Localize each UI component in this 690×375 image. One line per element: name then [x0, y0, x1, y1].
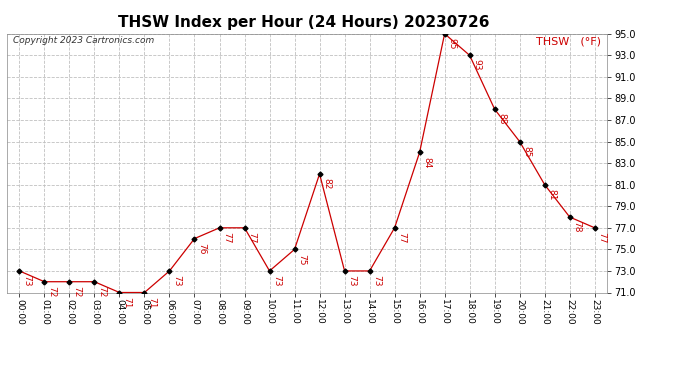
Text: 78: 78 — [572, 221, 581, 233]
Text: 72: 72 — [47, 286, 56, 297]
Text: 77: 77 — [247, 232, 256, 243]
Text: 77: 77 — [222, 232, 231, 243]
Text: 75: 75 — [297, 254, 306, 265]
Text: 77: 77 — [597, 232, 606, 243]
Text: 81: 81 — [547, 189, 556, 200]
Text: 73: 73 — [272, 275, 281, 286]
Text: Copyright 2023 Cartronics.com: Copyright 2023 Cartronics.com — [13, 36, 154, 45]
Text: 73: 73 — [22, 275, 31, 286]
Text: 71: 71 — [147, 297, 156, 308]
Text: 77: 77 — [397, 232, 406, 243]
Text: 72: 72 — [97, 286, 106, 297]
Text: 76: 76 — [197, 243, 206, 254]
Text: 82: 82 — [322, 178, 331, 189]
Text: THSW Index per Hour (24 Hours) 20230726: THSW Index per Hour (24 Hours) 20230726 — [118, 15, 489, 30]
Text: 85: 85 — [522, 146, 531, 157]
Text: THSW (°F): THSW (°F) — [536, 36, 601, 46]
Text: 84: 84 — [422, 156, 431, 168]
Text: 73: 73 — [347, 275, 356, 286]
Text: 88: 88 — [497, 113, 506, 125]
Text: 73: 73 — [172, 275, 181, 286]
Text: 71: 71 — [122, 297, 131, 308]
Text: 95: 95 — [447, 38, 456, 50]
Text: 73: 73 — [372, 275, 381, 286]
Text: 93: 93 — [472, 60, 481, 71]
Text: 72: 72 — [72, 286, 81, 297]
